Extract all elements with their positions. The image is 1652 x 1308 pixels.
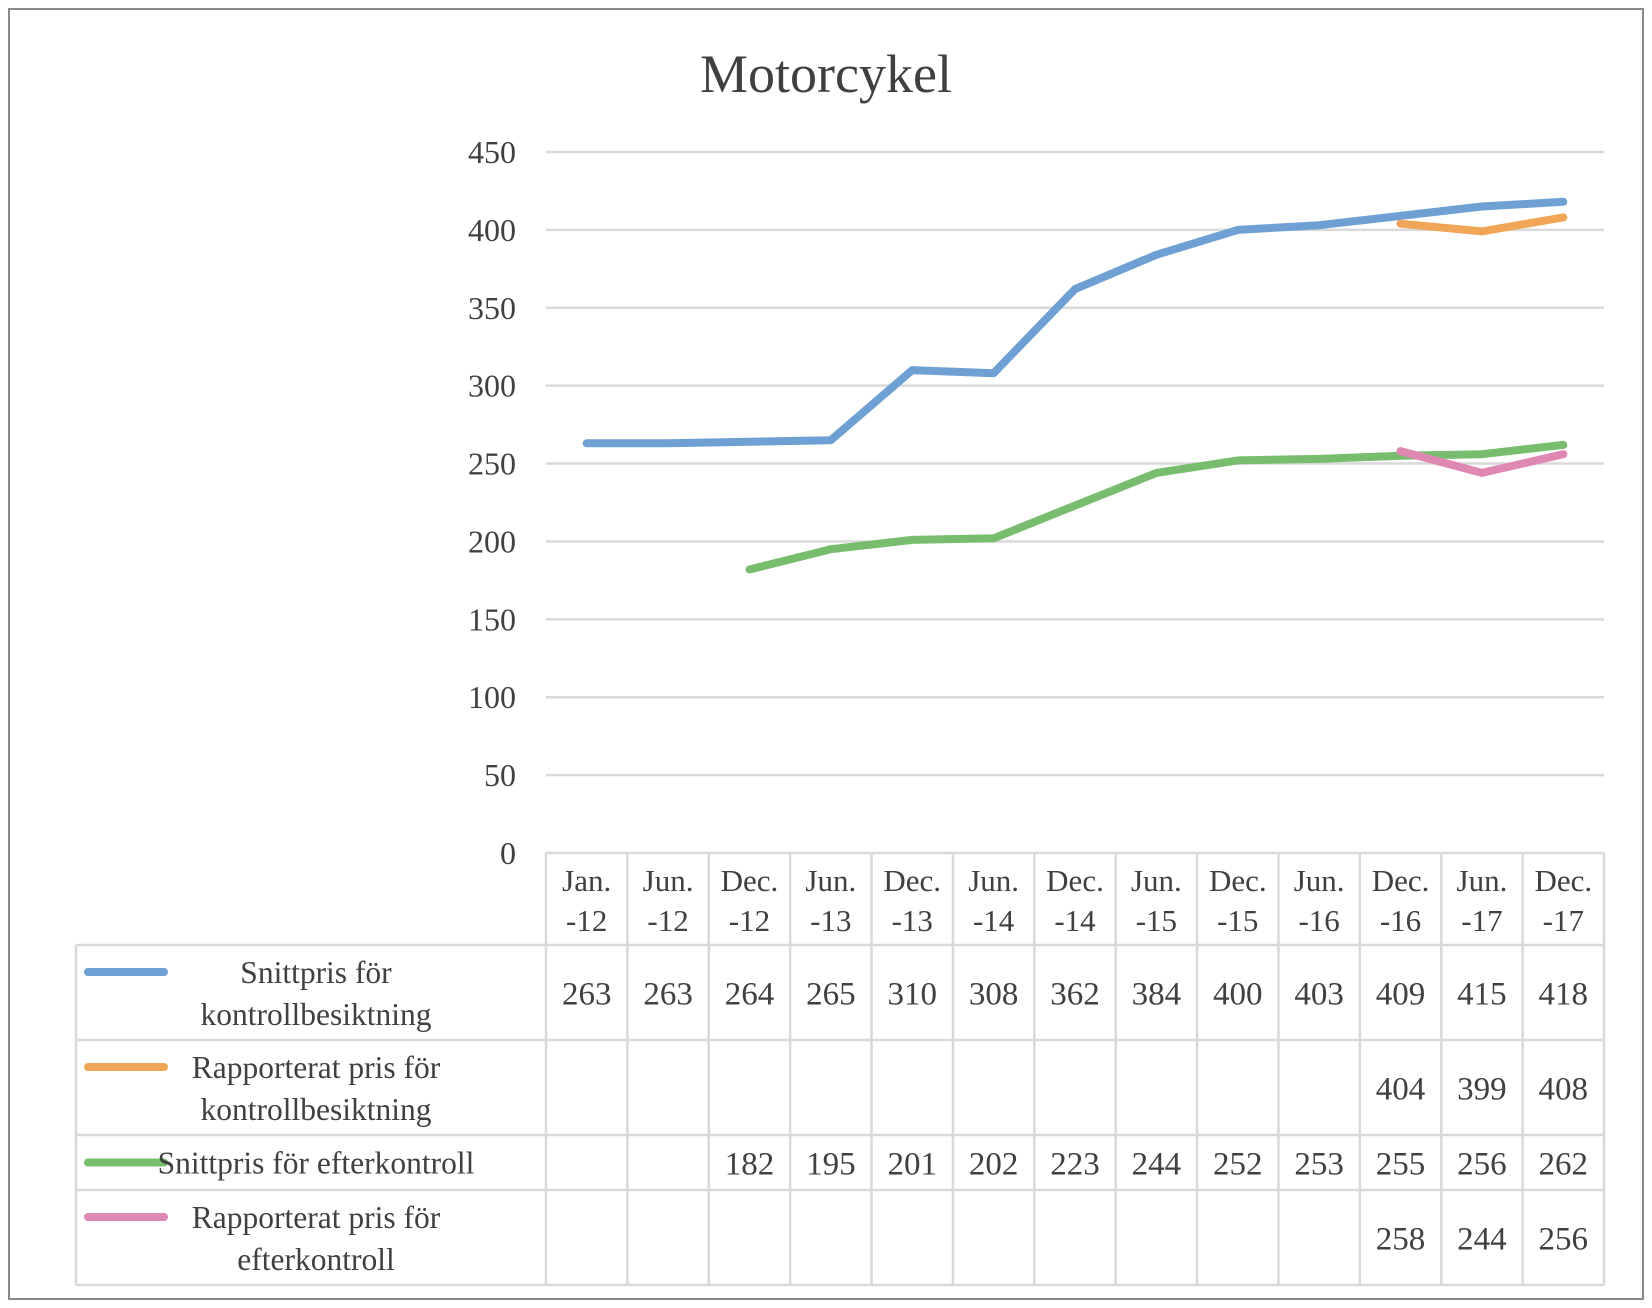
y-tick-label: 400 [468, 212, 516, 248]
x-category-label: Dec. -13 [883, 863, 941, 938]
data-label: 256 [1539, 1222, 1589, 1258]
data-label: 223 [1050, 1147, 1100, 1183]
data-label: 264 [725, 977, 775, 1013]
data-label: 409 [1376, 977, 1426, 1013]
y-tick-label: 200 [468, 523, 516, 559]
chart-title: Motorcykel [700, 44, 952, 104]
series-lines [582, 197, 1568, 574]
data-label: 403 [1294, 977, 1344, 1013]
legend-label: Snittpris för efterkontroll [158, 1146, 475, 1181]
data-label: 258 [1376, 1222, 1426, 1258]
data-label: 244 [1457, 1222, 1507, 1258]
data-label: 182 [725, 1147, 775, 1183]
y-tick-label: 50 [484, 757, 516, 793]
x-category-label: Dec. -12 [721, 863, 779, 938]
chart-frame [8, 8, 1644, 1300]
data-label: 404 [1376, 1072, 1426, 1108]
x-category-label: Dec. -17 [1534, 863, 1592, 938]
y-tick-label: 300 [468, 368, 516, 404]
data-label: 362 [1050, 977, 1100, 1013]
x-category-label: Jun. -13 [805, 863, 856, 938]
data-label: 384 [1132, 977, 1182, 1013]
data-label: 263 [562, 977, 612, 1013]
y-tick-label: 100 [468, 679, 516, 715]
x-category-label: Jun. -17 [1457, 863, 1508, 938]
x-category-label: Jan. -12 [562, 863, 611, 938]
data-label: 202 [969, 1147, 1019, 1183]
x-category-label: Jun. -14 [968, 863, 1019, 938]
data-label: 201 [887, 1147, 937, 1183]
legend-label: Rapporterat pris för kontrollbesiktning [192, 1050, 441, 1127]
y-tick-label: 350 [468, 290, 516, 326]
data-label: 408 [1539, 1072, 1589, 1108]
series-line [582, 197, 1568, 448]
data-label: 253 [1294, 1147, 1344, 1183]
data-label: 255 [1376, 1147, 1426, 1183]
y-tick-label: 250 [468, 446, 516, 482]
y-axis: 0 50 100 150 200 250 300 350 400 450 [468, 134, 516, 871]
y-tick-label: 0 [500, 835, 516, 871]
legend-label: Rapporterat pris för efterkontroll [192, 1200, 441, 1277]
data-label: 415 [1457, 977, 1507, 1013]
data-label: 308 [969, 977, 1019, 1013]
data-label: 244 [1132, 1147, 1182, 1183]
data-label: 262 [1539, 1147, 1589, 1183]
x-category-label: Dec. -15 [1209, 863, 1267, 938]
y-tick-label: 150 [468, 601, 516, 637]
data-label: 256 [1457, 1147, 1507, 1183]
data-label: 265 [806, 977, 856, 1013]
gridlines [546, 150, 1604, 777]
series-line [1396, 213, 1568, 236]
data-label: 195 [806, 1147, 856, 1183]
x-category-label: Dec. -16 [1372, 863, 1430, 938]
data-label: 399 [1457, 1072, 1507, 1108]
x-category-label: Jun. -15 [1131, 863, 1182, 938]
y-tick-label: 450 [468, 134, 516, 170]
x-category-label: Jun. -16 [1294, 863, 1345, 938]
data-label: 310 [887, 977, 937, 1013]
legend-label: Snittpris för kontrollbesiktning [201, 955, 432, 1032]
data-label: 263 [643, 977, 693, 1013]
data-table: Jan. -12 Jun. -12 Dec. -12 Jun. -13 Dec. -13 Jun. -… [74, 851, 1606, 1287]
data-label: 418 [1539, 977, 1589, 1013]
x-category-label: Dec. -14 [1046, 863, 1104, 938]
data-label: 252 [1213, 1147, 1263, 1183]
series-line [1396, 447, 1568, 477]
data-label: 400 [1213, 977, 1263, 1013]
x-category-label: Jun. -12 [643, 863, 694, 938]
